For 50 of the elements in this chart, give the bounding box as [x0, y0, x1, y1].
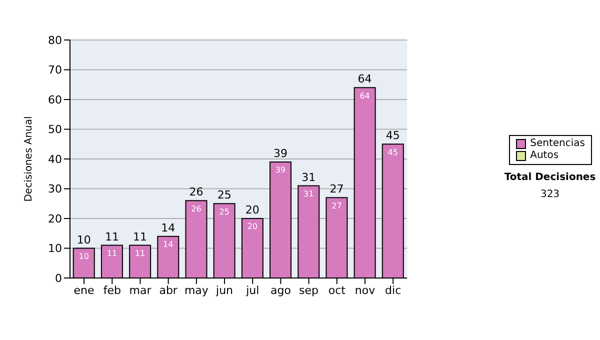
- text: 323: [539, 189, 561, 200]
- x-tick-label: jun: [215, 284, 234, 297]
- total-label: 14: [161, 221, 176, 234]
- x-tick-label: may: [184, 284, 209, 297]
- x-tick-label: sep: [299, 284, 319, 297]
- total-label: 45: [386, 129, 400, 142]
- total-label: 20: [245, 204, 260, 216]
- total-label: 64: [358, 72, 372, 86]
- y-tick-label: 40: [48, 152, 62, 166]
- y-axis-title: Decisiones Anual: [24, 116, 35, 202]
- x-tick-label: mar: [129, 284, 152, 297]
- data-label: 25: [219, 207, 230, 216]
- x-tick-label: ago: [270, 284, 292, 297]
- legend-label: Autos: [530, 150, 559, 162]
- x-tick-label: feb: [103, 284, 121, 297]
- x-tick-label: jul: [245, 284, 260, 297]
- data-label: 14: [163, 240, 174, 250]
- total-label: 11: [133, 230, 148, 244]
- data-label: 10: [78, 252, 89, 261]
- total-label: 11: [104, 230, 119, 244]
- y-tick-label: 80: [48, 34, 62, 47]
- y-tick-label: 20: [48, 212, 62, 226]
- total-label: 39: [274, 146, 288, 160]
- x-tick-label: oct: [328, 284, 346, 297]
- total-label: 26: [189, 186, 204, 199]
- y-tick-label: 10: [48, 242, 62, 256]
- data-label: 39: [275, 166, 286, 175]
- total-label: 31: [302, 170, 316, 184]
- total-label: 25: [217, 188, 232, 202]
- data-label: 11: [106, 248, 118, 258]
- x-tick-label: nov: [354, 284, 376, 297]
- y-tick-label: 30: [48, 182, 62, 196]
- text: Total Decisiones: [503, 172, 597, 183]
- data-label: 11: [134, 248, 146, 258]
- x-tick-label: abr: [159, 284, 178, 297]
- data-label: 20: [247, 222, 258, 232]
- data-label: 64: [360, 91, 370, 100]
- legend-label: Sentencias: [530, 138, 585, 150]
- data-label: 31: [304, 189, 314, 198]
- x-tick-label: ene: [74, 284, 95, 297]
- data-label: 27: [332, 201, 342, 210]
- total-label: 10: [76, 233, 91, 246]
- y-tick-label: 0: [55, 272, 62, 285]
- x-tick-label: dic: [385, 284, 402, 297]
- data-label: 26: [191, 204, 202, 214]
- y-tick-label: 50: [48, 123, 62, 136]
- y-tick-label: 60: [48, 93, 62, 106]
- total-label: 27: [330, 182, 344, 196]
- data-label: 45: [388, 148, 398, 157]
- y-tick-label: 70: [48, 64, 62, 77]
